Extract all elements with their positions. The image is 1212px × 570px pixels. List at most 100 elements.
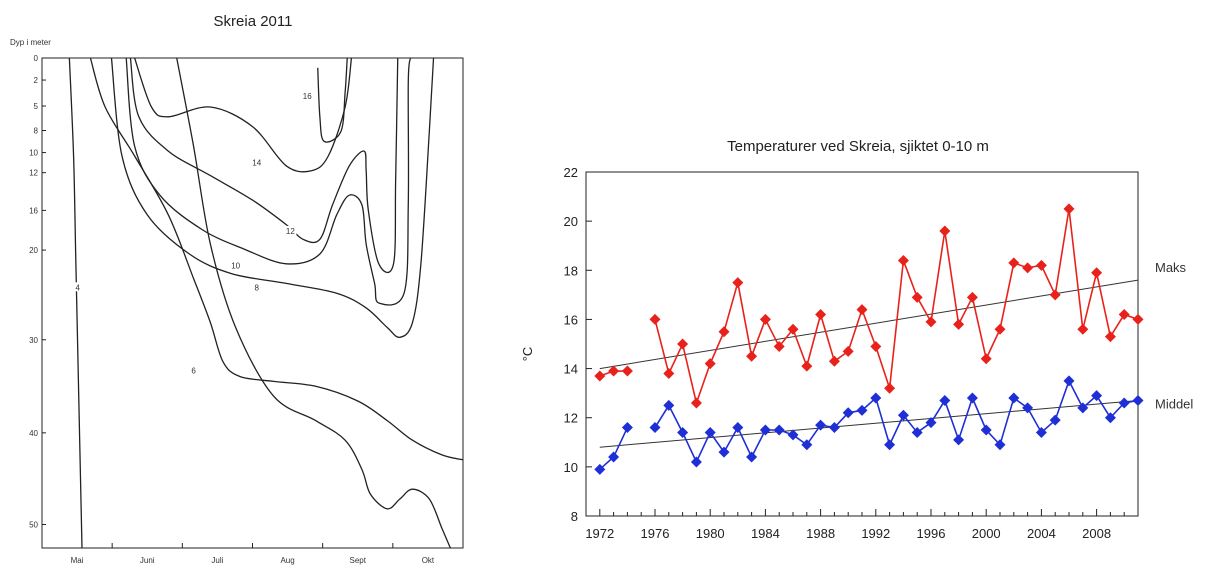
year-tick-label: 1976	[641, 526, 670, 541]
data-point	[1132, 313, 1144, 325]
series-middel	[594, 375, 1144, 475]
temperature-tick-label: 10	[564, 460, 578, 475]
data-point	[1091, 390, 1103, 402]
contour-line	[176, 57, 451, 549]
contour-label-bg	[229, 260, 242, 270]
temperature-chart-title: Temperaturer ved Skreia, sjiktet 0-10 m	[727, 138, 989, 155]
data-point	[663, 399, 675, 411]
data-point	[663, 367, 675, 379]
temperature-tick-label: 14	[564, 362, 578, 377]
contour-label-bg	[284, 225, 297, 235]
data-point	[1077, 323, 1089, 335]
trend-line	[599, 400, 1139, 448]
temperature-tick-label: 12	[564, 411, 578, 426]
temperature-plot-frame	[585, 171, 1139, 517]
year-tick-label: 1980	[696, 526, 725, 541]
data-point	[704, 426, 716, 438]
temperature-axis-ticks: 8 10 12 14 16 18 20 22	[564, 165, 592, 524]
depth-tick-label: 5	[34, 102, 39, 111]
data-point	[1035, 426, 1047, 438]
data-point	[759, 424, 771, 436]
data-point	[690, 397, 702, 409]
depth-tick-label: 2	[34, 76, 39, 85]
data-point	[1077, 402, 1089, 414]
contour-label-bg	[71, 282, 84, 292]
data-point	[649, 313, 661, 325]
contour-labels: 16 14 12 10 8 6 4	[71, 91, 314, 376]
year-tick-label: 1972	[585, 526, 614, 541]
data-point	[732, 422, 744, 434]
data-point	[746, 350, 758, 362]
depth-axis-label: Dyp i meter	[10, 38, 51, 47]
data-point	[980, 424, 992, 436]
data-point	[939, 395, 951, 407]
temperature-series	[594, 203, 1144, 475]
contour-line	[134, 57, 353, 173]
contour-value-label: 4	[76, 283, 81, 292]
year-tick-label: 2004	[1027, 526, 1056, 541]
data-point	[787, 323, 799, 335]
depth-tick-label: 10	[29, 149, 38, 158]
contour-value-label: 8	[254, 283, 259, 292]
data-point	[884, 382, 896, 394]
contour-value-label: 12	[286, 227, 295, 236]
contour-label-bg	[250, 157, 263, 167]
contour-label-bg	[301, 91, 314, 101]
year-tick-label: 1996	[917, 526, 946, 541]
data-point	[911, 291, 923, 303]
temperature-tick-label: 20	[564, 214, 578, 229]
data-point	[1022, 262, 1034, 274]
series-label: Maks	[1155, 260, 1187, 275]
month-axis-ticks: Mai Juni Juli Aug Sept Okt	[71, 543, 435, 565]
contour-line	[317, 57, 348, 143]
series-line	[654, 378, 1139, 464]
data-point	[870, 392, 882, 404]
contour-label-bg	[187, 365, 200, 375]
data-point	[939, 225, 951, 237]
data-point	[621, 365, 633, 377]
year-tick-label: 2000	[972, 526, 1001, 541]
temperature-tick-label: 16	[564, 312, 578, 327]
month-tick-label: Juli	[211, 556, 223, 565]
contour-line	[68, 57, 83, 549]
depth-tick-label: 16	[29, 206, 38, 215]
data-point	[925, 316, 937, 328]
data-point	[594, 370, 606, 382]
series-line	[599, 427, 629, 470]
contour-line	[110, 57, 435, 338]
year-tick-label: 1984	[751, 526, 780, 541]
data-point	[1063, 375, 1075, 387]
data-point	[828, 422, 840, 434]
year-tick-label: 1988	[806, 526, 835, 541]
data-point	[690, 456, 702, 468]
data-point	[815, 419, 827, 431]
data-point	[1118, 309, 1130, 321]
contour-value-label: 6	[191, 367, 196, 376]
data-point	[1063, 203, 1075, 215]
data-point	[759, 313, 771, 325]
data-point	[677, 338, 689, 350]
data-point	[1035, 259, 1047, 271]
contour-value-label: 10	[231, 261, 240, 270]
year-axis-ticks: 1972 1976 1980 1984 1988 1992 1996 2000 2004 2008	[585, 509, 1139, 541]
data-point	[621, 422, 633, 434]
data-point	[649, 422, 661, 434]
data-point	[1049, 414, 1061, 426]
month-tick-label: Aug	[280, 556, 294, 565]
depth-contour-chart: Skreia 2011 Dyp i meter 0258101216203040…	[10, 13, 464, 565]
data-point	[1008, 392, 1020, 404]
temperature-tick-label: 18	[564, 263, 578, 278]
data-point	[828, 355, 840, 367]
data-point	[1022, 402, 1034, 414]
data-point	[594, 463, 606, 475]
data-point	[732, 277, 744, 289]
data-point	[966, 291, 978, 303]
series-label: Middel	[1155, 397, 1193, 412]
data-point	[966, 392, 978, 404]
data-point	[746, 451, 758, 463]
data-point	[870, 340, 882, 352]
data-point	[1104, 412, 1116, 424]
data-point	[994, 323, 1006, 335]
data-point	[842, 407, 854, 419]
